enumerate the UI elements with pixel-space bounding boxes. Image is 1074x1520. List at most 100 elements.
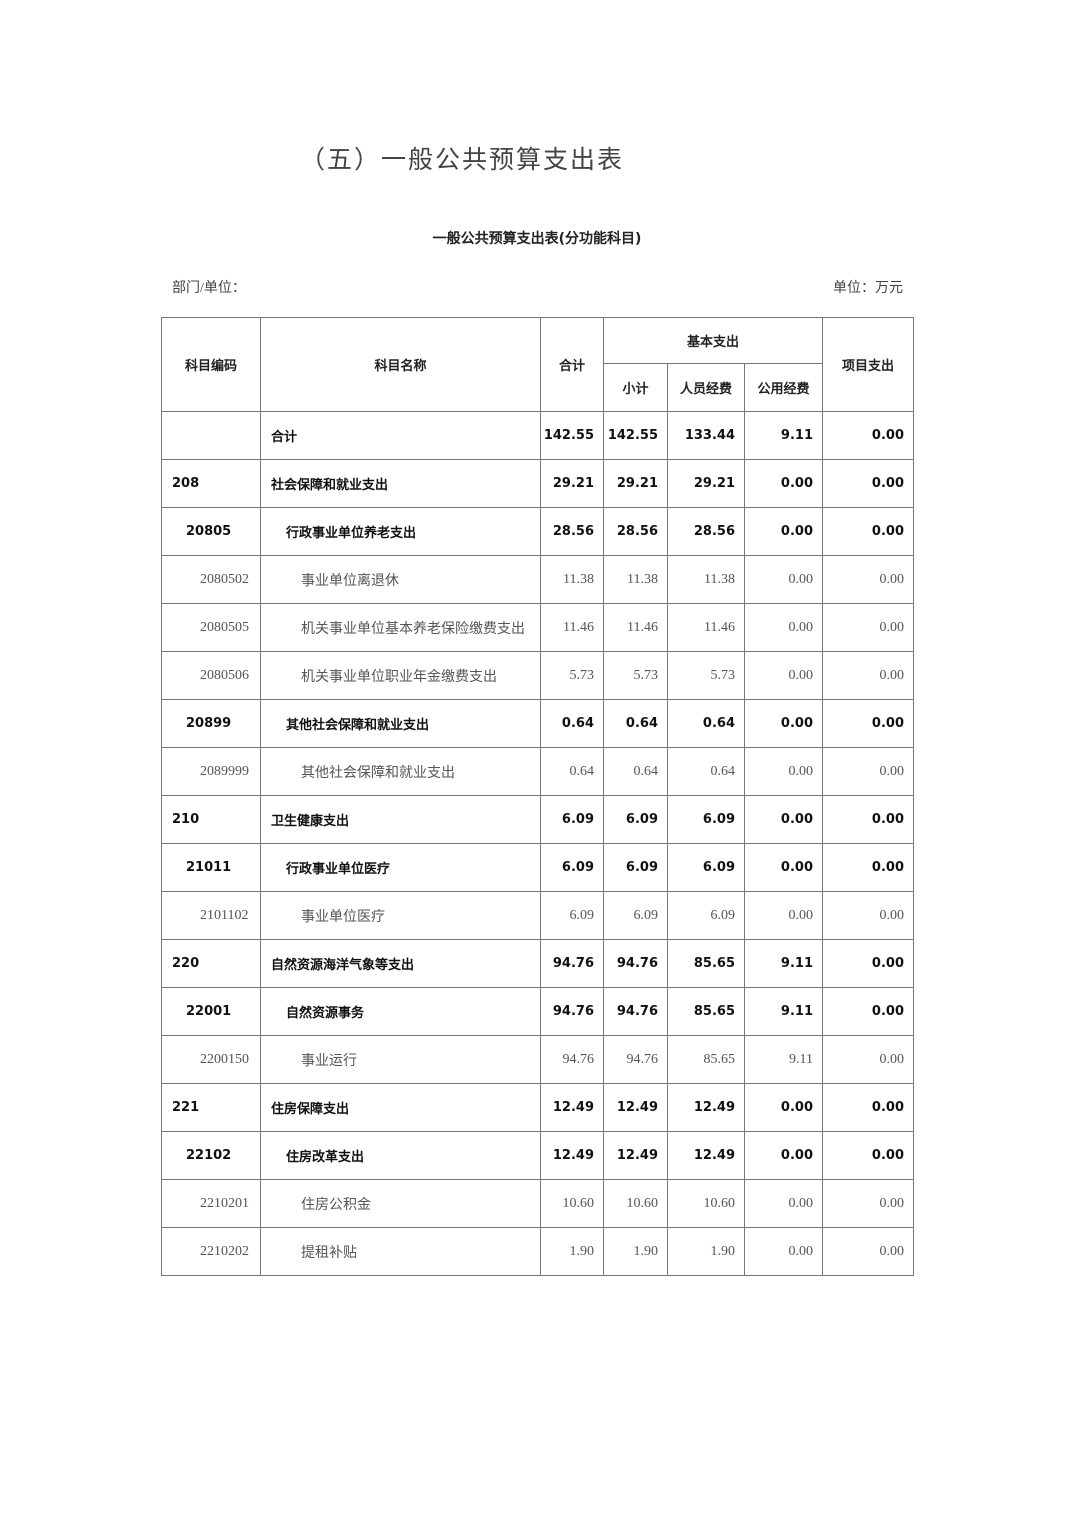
amount-cell: 0.00 (744, 1131, 823, 1180)
amount-cell: 11.38 (540, 555, 604, 604)
code-cell: 2210202 (161, 1227, 261, 1276)
amount-cell: 0.00 (822, 1227, 914, 1276)
amount-cell: 85.65 (667, 1035, 745, 1084)
amount-cell: 11.38 (603, 555, 668, 604)
amount-cell: 6.09 (667, 843, 745, 892)
code-cell: 22001 (161, 987, 261, 1036)
amount-cell: 1.90 (540, 1227, 604, 1276)
code-cell: 22102 (161, 1131, 261, 1180)
name-cell: 事业运行 (260, 1035, 541, 1084)
amount-cell: 12.49 (667, 1083, 745, 1132)
amount-cell: 10.60 (540, 1179, 604, 1228)
amount-cell: 0.64 (540, 747, 604, 796)
table-row: 20899 其他社会保障和就业支出 0.64 0.64 0.64 0.00 0.00 (161, 699, 914, 748)
amount-cell: 0.00 (744, 891, 823, 940)
amount-cell: 0.00 (822, 795, 914, 844)
amount-cell: 1.90 (667, 1227, 745, 1276)
amount-cell: 0.00 (822, 1035, 914, 1084)
amount-cell: 0.00 (822, 1131, 914, 1180)
amount-cell: 0.00 (744, 459, 823, 508)
header-cell: 科目名称 (260, 317, 541, 412)
amount-cell: 0.64 (667, 747, 745, 796)
amount-cell: 94.76 (540, 1035, 604, 1084)
amount-cell: 0.00 (744, 507, 823, 556)
amount-cell: 1.90 (603, 1227, 668, 1276)
amount-cell: 11.46 (540, 603, 604, 652)
amount-cell: 0.00 (822, 1083, 914, 1132)
name-cell: 合计 (260, 411, 541, 460)
table-row: 22102 住房改革支出 12.49 12.49 12.49 0.00 0.00 (161, 1131, 914, 1180)
code-cell: 2080506 (161, 651, 261, 700)
amount-cell: 0.64 (667, 699, 745, 748)
amount-cell: 12.49 (540, 1083, 604, 1132)
name-cell: 住房保障支出 (260, 1083, 541, 1132)
amount-cell: 6.09 (603, 843, 668, 892)
amount-cell: 29.21 (667, 459, 745, 508)
name-cell: 卫生健康支出 (260, 795, 541, 844)
name-cell: 社会保障和就业支出 (260, 459, 541, 508)
amount-cell: 0.00 (744, 747, 823, 796)
name-cell: 机关事业单位职业年金缴费支出 (260, 651, 541, 700)
unit-label: 单位：万元 (833, 281, 903, 296)
amount-cell: 9.11 (744, 939, 823, 988)
amount-cell: 94.76 (540, 987, 604, 1036)
table-row: 221 住房保障支出 12.49 12.49 12.49 0.00 0.00 (161, 1083, 914, 1132)
name-cell: 事业单位医疗 (260, 891, 541, 940)
amount-cell: 6.09 (667, 891, 745, 940)
amount-cell: 9.11 (744, 411, 823, 460)
amount-cell: 6.09 (667, 795, 745, 844)
name-cell: 住房公积金 (260, 1179, 541, 1228)
amount-cell: 85.65 (667, 939, 745, 988)
amount-cell: 0.00 (744, 795, 823, 844)
table-row: 208 社会保障和就业支出 29.21 29.21 29.21 0.00 0.00 (161, 459, 914, 508)
amount-cell: 5.73 (540, 651, 604, 700)
table-row: 21011 行政事业单位医疗 6.09 6.09 6.09 0.00 0.00 (161, 843, 914, 892)
amount-cell: 0.64 (540, 699, 604, 748)
amount-cell: 85.65 (667, 987, 745, 1036)
name-cell: 其他社会保障和就业支出 (260, 699, 541, 748)
amount-cell: 11.46 (603, 603, 668, 652)
amount-cell: 0.64 (603, 699, 668, 748)
code-cell (161, 411, 261, 460)
amount-cell: 0.00 (744, 1227, 823, 1276)
table-row: 2080505 机关事业单位基本养老保险缴费支出 11.46 11.46 11.46 0.… (161, 603, 914, 652)
amount-cell: 11.38 (667, 555, 745, 604)
table-title: 一般公共预算支出表(分功能科目) (432, 231, 642, 247)
code-cell: 20899 (161, 699, 261, 748)
amount-cell: 0.00 (822, 651, 914, 700)
amount-cell: 0.00 (822, 843, 914, 892)
amount-cell: 0.00 (744, 843, 823, 892)
code-cell: 2101102 (161, 891, 261, 940)
amount-cell: 133.44 (667, 411, 745, 460)
amount-cell: 94.76 (603, 939, 668, 988)
name-cell: 住房改革支出 (260, 1131, 541, 1180)
amount-cell: 0.00 (822, 939, 914, 988)
name-cell: 机关事业单位基本养老保险缴费支出 (260, 603, 541, 652)
amount-cell: 9.11 (744, 987, 823, 1036)
amount-cell: 28.56 (603, 507, 668, 556)
amount-cell: 6.09 (603, 795, 668, 844)
amount-cell: 0.00 (822, 891, 914, 940)
name-cell: 行政事业单位养老支出 (260, 507, 541, 556)
code-cell: 2200150 (161, 1035, 261, 1084)
amount-cell: 28.56 (667, 507, 745, 556)
amount-cell: 0.00 (822, 1179, 914, 1228)
table-row: 合计 142.55 142.55 133.44 9.11 0.00 (161, 411, 914, 460)
amount-cell: 0.00 (744, 1083, 823, 1132)
code-cell: 2080502 (161, 555, 261, 604)
amount-cell: 12.49 (603, 1083, 668, 1132)
table-row: 2080502 事业单位离退休 11.38 11.38 11.38 0.00 0.00 (161, 555, 914, 604)
amount-cell: 0.00 (744, 651, 823, 700)
table-row: 2210201 住房公积金 10.60 10.60 10.60 0.00 0.00 (161, 1179, 914, 1228)
name-cell: 事业单位离退休 (260, 555, 541, 604)
amount-cell: 10.60 (667, 1179, 745, 1228)
table-row: 2210202 提租补贴 1.90 1.90 1.90 0.00 0.00 (161, 1227, 914, 1276)
code-cell: 2080505 (161, 603, 261, 652)
code-cell: 2210201 (161, 1179, 261, 1228)
amount-cell: 12.49 (667, 1131, 745, 1180)
amount-cell: 0.00 (822, 459, 914, 508)
amount-cell: 94.76 (603, 1035, 668, 1084)
amount-cell: 0.00 (822, 411, 914, 460)
table-row: 210 卫生健康支出 6.09 6.09 6.09 0.00 0.00 (161, 795, 914, 844)
